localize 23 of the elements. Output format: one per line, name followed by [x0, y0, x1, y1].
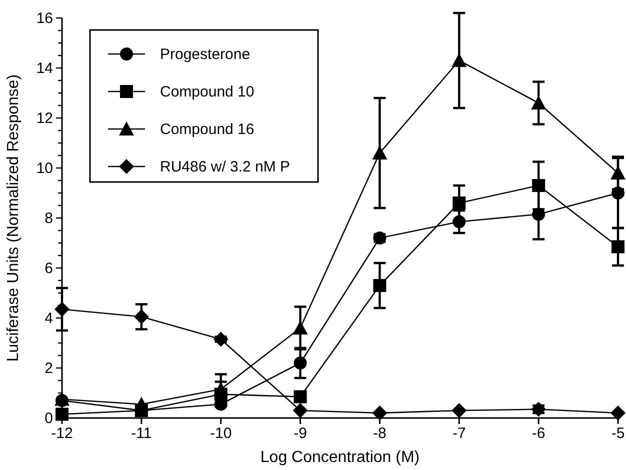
y-tick-label: 10 — [36, 160, 53, 177]
x-axis-title: Log Concentration (M) — [260, 449, 420, 466]
y-tick-label: 16 — [36, 10, 53, 27]
x-tick-label: -10 — [210, 425, 232, 442]
x-tick-label: -6 — [532, 425, 546, 442]
y-tick-label: 6 — [44, 260, 53, 277]
y-tick-label: 12 — [36, 110, 53, 127]
legend-label: RU486 w/ 3.2 nM P — [160, 158, 290, 176]
x-tick-label: -8 — [373, 425, 386, 442]
legend-label: Progesterone — [160, 46, 250, 63]
y-tick-label: 2 — [44, 360, 53, 377]
x-tick-label: -9 — [294, 425, 307, 442]
y-tick-label: 8 — [44, 210, 53, 227]
x-tick-label: -7 — [452, 425, 466, 442]
legend-label: Compound 10 — [160, 84, 254, 100]
y-tick-label: 0 — [44, 410, 53, 427]
x-tick-label: -11 — [131, 425, 152, 442]
x-tick-label: -12 — [51, 425, 73, 442]
y-axis-title: Luciferase Units (Normalized Response) — [5, 74, 22, 362]
legend-label: Compound 16 — [160, 121, 254, 138]
x-tick-label: -5 — [611, 425, 625, 442]
y-tick-label: 4 — [44, 310, 53, 327]
y-tick-label: 14 — [36, 60, 53, 77]
